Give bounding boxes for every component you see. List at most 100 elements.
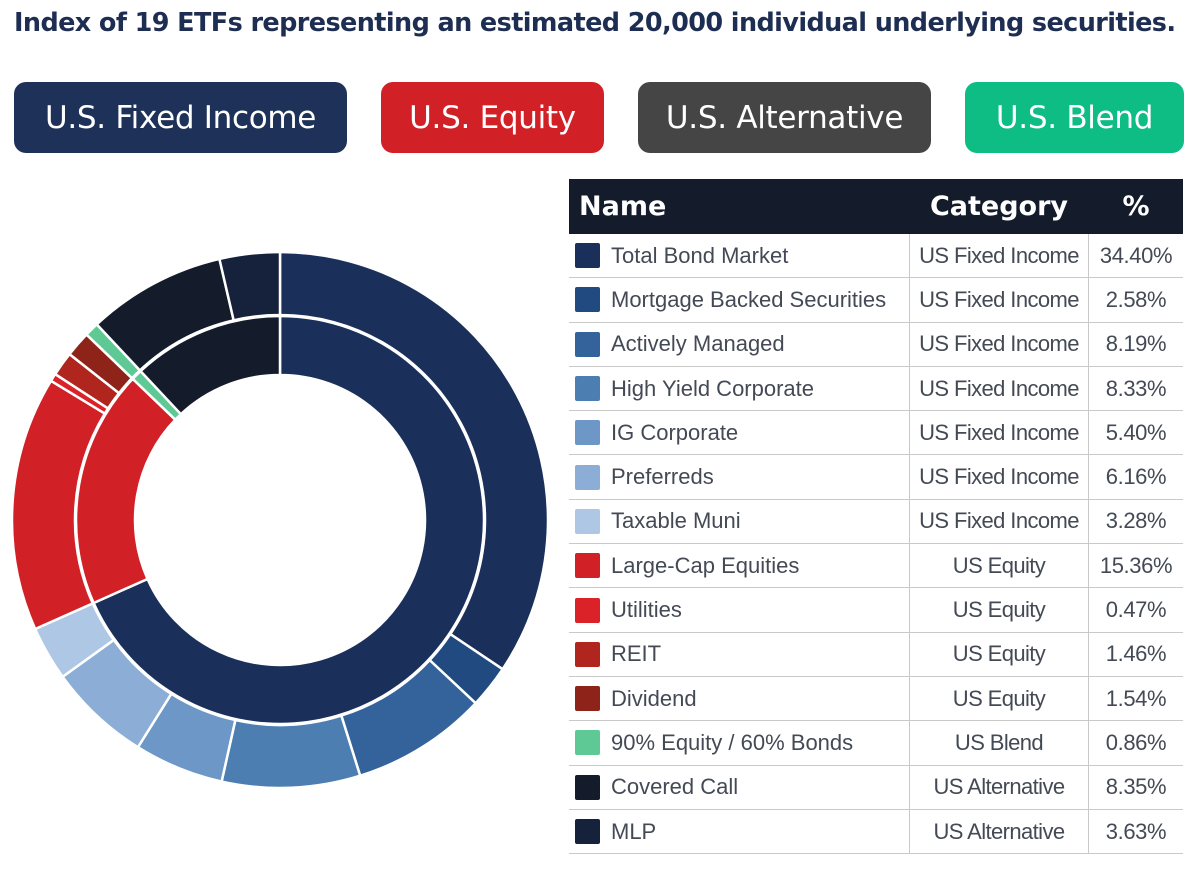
- cell-category: US Equity: [909, 676, 1089, 721]
- cell-percent: 3.63%: [1105, 818, 1167, 844]
- cell-percent: 1.46%: [1105, 641, 1167, 667]
- cell-category: US Alternative: [909, 809, 1089, 854]
- color-swatch: [575, 420, 600, 446]
- table-row: Mortgage Backed Securities US Fixed Incom…: [569, 278, 1183, 323]
- cell-name: Covered Call: [569, 766, 909, 809]
- table-row: High Yield Corporate US Fixed Income 8.33%: [569, 366, 1183, 412]
- etf-name: Dividend: [611, 685, 697, 711]
- cell-name: Large-Cap Equities: [569, 544, 909, 587]
- color-swatch: [575, 686, 600, 712]
- cell-percent: 8.33%: [1105, 375, 1167, 401]
- color-swatch: [575, 641, 600, 667]
- cell-category: US Fixed Income: [909, 499, 1089, 544]
- table-row: Preferreds US Fixed Income 6.16%: [569, 455, 1183, 500]
- cell-percent: 15.36%: [1099, 552, 1173, 578]
- inner-slice-us-fixed-income: [91, 314, 486, 726]
- table-header: Name Category %: [569, 179, 1183, 234]
- etf-name: 90% Equity / 60% Bonds: [611, 729, 854, 755]
- table-row: MLP US Alternative 3.63%: [569, 809, 1183, 855]
- cell-percent: 0.47%: [1105, 597, 1167, 623]
- outer-slice-high-yield-corporate: [220, 714, 362, 790]
- color-swatch: [575, 464, 600, 490]
- cell-category: US Fixed Income: [909, 366, 1089, 411]
- cell-percent: 8.35%: [1105, 774, 1167, 800]
- etf-name: High Yield Corporate: [611, 375, 815, 401]
- etf-name: Taxable Muni: [611, 508, 741, 534]
- cell-percent: 3.28%: [1105, 508, 1167, 534]
- legend-pill-us-equity: U.S. Equity: [381, 82, 604, 153]
- table-row: Total Bond Market US Fixed Income 34.40%: [569, 234, 1183, 279]
- table-row: Large-Cap Equities US Equity 15.36%: [569, 544, 1183, 589]
- cell-category: US Equity: [909, 632, 1089, 676]
- color-swatch: [575, 508, 600, 534]
- header-category: Category: [929, 191, 1069, 222]
- cell-category: US Equity: [909, 544, 1089, 588]
- color-swatch: [575, 287, 600, 313]
- color-swatch: [575, 819, 600, 844]
- header-name: Name: [579, 191, 667, 222]
- cell-category: US Fixed Income: [909, 322, 1089, 366]
- cell-name: 90% Equity / 60% Bonds: [569, 721, 909, 764]
- cell-name: Preferreds: [569, 455, 909, 498]
- legend-pill-us-alternative: U.S. Alternative: [638, 82, 931, 153]
- color-swatch: [575, 376, 600, 402]
- etf-name: Total Bond Market: [611, 242, 789, 268]
- cell-name: IG Corporate: [569, 411, 909, 454]
- color-swatch: [575, 331, 600, 357]
- cell-name: Utilities: [569, 588, 909, 631]
- color-swatch: [575, 730, 600, 756]
- header-percent: %: [1122, 191, 1150, 222]
- color-swatch: [575, 597, 600, 623]
- cell-category: US Fixed Income: [909, 278, 1089, 322]
- cell-category: US Blend: [909, 721, 1089, 765]
- etf-name: Actively Managed: [611, 331, 785, 357]
- table-body: Total Bond Market US Fixed Income 34.40% Mo…: [569, 234, 1183, 855]
- etf-name: Covered Call: [611, 774, 739, 800]
- table-row: IG Corporate US Fixed Income 5.40%: [569, 411, 1183, 456]
- table-row: Actively Managed US Fixed Income 8.19%: [569, 322, 1183, 367]
- etf-name: Mortgage Backed Securities: [611, 286, 887, 312]
- cell-percent: 0.86%: [1105, 729, 1167, 755]
- cell-name: Actively Managed: [569, 323, 909, 366]
- cell-percent: 34.40%: [1099, 242, 1173, 268]
- cell-percent: 2.58%: [1105, 286, 1167, 312]
- cell-category: US Alternative: [909, 765, 1089, 809]
- cell-name: Total Bond Market: [569, 234, 909, 277]
- cell-percent: 6.16%: [1105, 464, 1167, 490]
- legend-pill-us-blend: U.S. Blend: [965, 82, 1184, 153]
- color-swatch: [575, 553, 600, 579]
- table-row: REIT US Equity 1.46%: [569, 632, 1183, 677]
- donut-outer-ring: [10, 250, 550, 790]
- etf-name: IG Corporate: [611, 419, 739, 445]
- page-title: Index of 19 ETFs representing an estimat…: [14, 8, 1176, 38]
- etf-name: Utilities: [611, 597, 682, 623]
- cell-category: US Equity: [909, 588, 1089, 632]
- cell-name: Dividend: [569, 677, 909, 720]
- color-swatch: [575, 774, 600, 800]
- table-row: Utilities US Equity 0.47%: [569, 588, 1183, 633]
- cell-percent: 1.54%: [1105, 685, 1167, 711]
- cell-category: US Fixed Income: [909, 234, 1089, 278]
- etf-name: REIT: [611, 641, 662, 667]
- table-row: Taxable Muni US Fixed Income 3.28%: [569, 499, 1183, 545]
- donut-chart: [10, 250, 550, 790]
- donut-inner-ring: [74, 314, 486, 726]
- table-row: 90% Equity / 60% Bonds US Blend 0.86%: [569, 721, 1183, 766]
- cell-category: US Fixed Income: [909, 455, 1089, 499]
- cell-category: US Fixed Income: [909, 411, 1089, 455]
- cell-name: Taxable Muni: [569, 500, 909, 543]
- cell-percent: 5.40%: [1105, 419, 1167, 445]
- cell-percent: 8.19%: [1105, 331, 1167, 357]
- cell-name: Mortgage Backed Securities: [569, 278, 909, 321]
- cell-name: MLP: [569, 810, 909, 853]
- etf-name: Preferreds: [611, 464, 714, 490]
- holdings-table: Name Category % Total Bond Market US Fixe…: [569, 179, 1183, 855]
- table-row: Covered Call US Alternative 8.35%: [569, 765, 1183, 810]
- etf-name: Large-Cap Equities: [611, 552, 800, 578]
- cell-name: High Yield Corporate: [569, 367, 909, 410]
- table-row: Dividend US Equity 1.54%: [569, 676, 1183, 722]
- inner-slice-us-alternative: [138, 314, 282, 416]
- etf-name: MLP: [611, 818, 657, 844]
- color-swatch: [575, 243, 600, 269]
- cell-name: REIT: [569, 633, 909, 676]
